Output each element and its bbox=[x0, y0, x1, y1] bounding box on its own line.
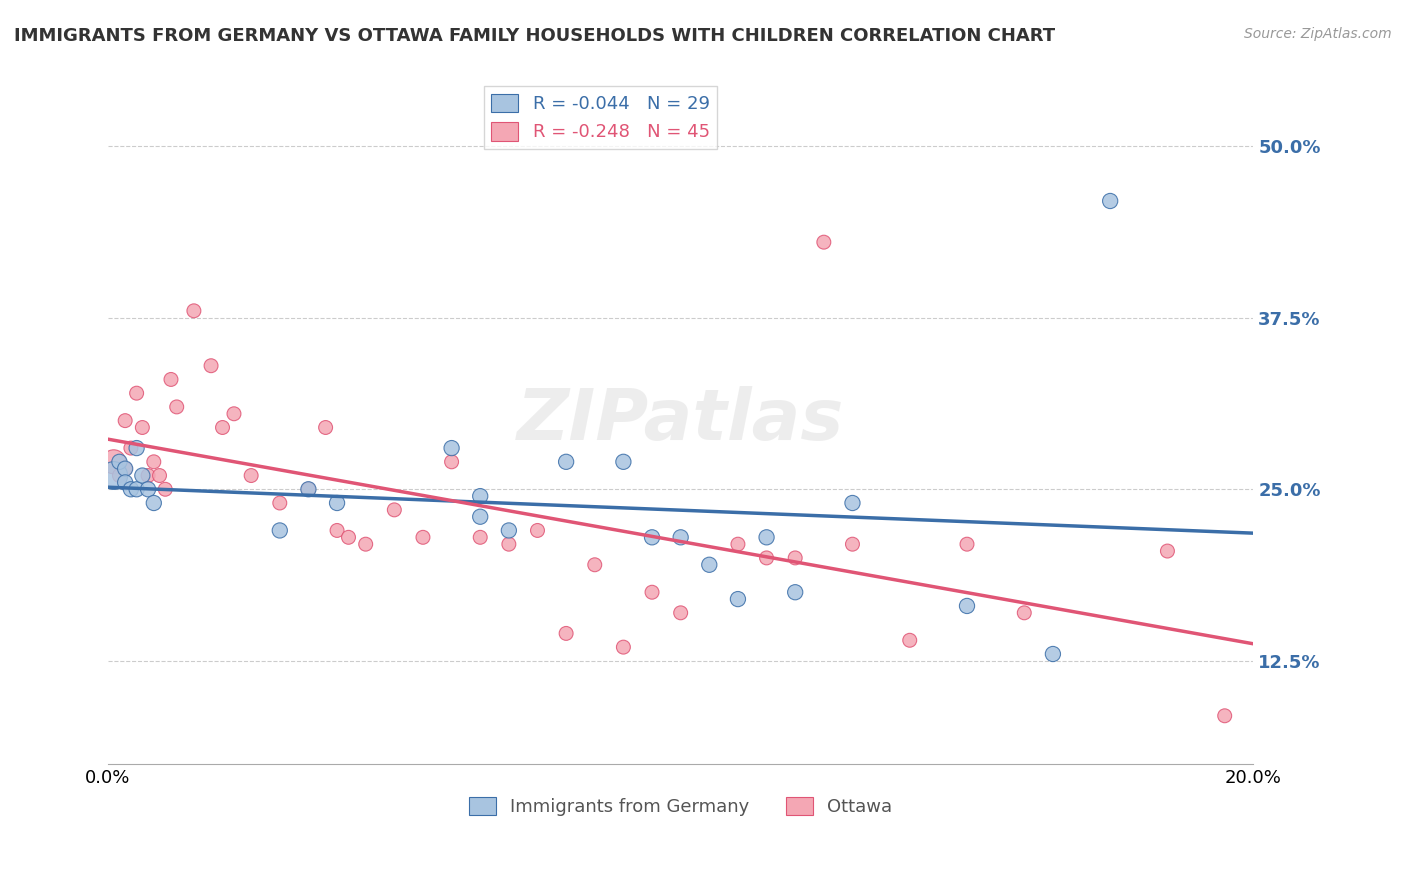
Point bbox=[354, 537, 377, 551]
Point bbox=[440, 455, 463, 469]
Point bbox=[755, 550, 778, 565]
Point bbox=[155, 483, 177, 497]
Point bbox=[114, 475, 136, 490]
Legend: Immigrants from Germany, Ottawa: Immigrants from Germany, Ottawa bbox=[461, 789, 900, 823]
Point bbox=[125, 386, 148, 401]
Point bbox=[148, 468, 170, 483]
Point bbox=[641, 530, 664, 544]
Point bbox=[136, 468, 159, 483]
Text: ZIPatlas: ZIPatlas bbox=[517, 386, 845, 455]
Point bbox=[103, 455, 125, 469]
Point bbox=[108, 468, 131, 483]
Point bbox=[440, 441, 463, 455]
Point bbox=[131, 420, 153, 434]
Point bbox=[555, 626, 578, 640]
Point bbox=[697, 558, 720, 572]
Point bbox=[727, 537, 749, 551]
Point bbox=[114, 461, 136, 475]
Point bbox=[841, 537, 863, 551]
Point bbox=[114, 461, 136, 475]
Point bbox=[269, 496, 291, 510]
Point bbox=[470, 489, 492, 503]
Text: IMMIGRANTS FROM GERMANY VS OTTAWA FAMILY HOUSEHOLDS WITH CHILDREN CORRELATION CH: IMMIGRANTS FROM GERMANY VS OTTAWA FAMILY… bbox=[14, 27, 1054, 45]
Point bbox=[142, 496, 165, 510]
Point bbox=[612, 455, 634, 469]
Point bbox=[114, 414, 136, 428]
Point bbox=[555, 455, 578, 469]
Point bbox=[956, 537, 979, 551]
Point bbox=[125, 483, 148, 497]
Text: Source: ZipAtlas.com: Source: ZipAtlas.com bbox=[1244, 27, 1392, 41]
Point bbox=[841, 496, 863, 510]
Point bbox=[498, 537, 520, 551]
Point bbox=[142, 455, 165, 469]
Point bbox=[1099, 194, 1122, 208]
Point bbox=[583, 558, 606, 572]
Point bbox=[200, 359, 222, 373]
Point bbox=[382, 503, 405, 517]
Point bbox=[641, 585, 664, 599]
Point bbox=[755, 530, 778, 544]
Point bbox=[136, 483, 159, 497]
Point bbox=[131, 468, 153, 483]
Point bbox=[785, 550, 807, 565]
Point bbox=[526, 524, 548, 538]
Point bbox=[669, 606, 692, 620]
Point bbox=[240, 468, 263, 483]
Point bbox=[337, 530, 360, 544]
Point bbox=[160, 372, 183, 386]
Point bbox=[211, 420, 233, 434]
Point bbox=[297, 483, 319, 497]
Point bbox=[813, 235, 835, 249]
Point bbox=[125, 441, 148, 455]
Point bbox=[412, 530, 434, 544]
Point bbox=[166, 400, 188, 414]
Point bbox=[956, 599, 979, 613]
Point bbox=[108, 455, 131, 469]
Point bbox=[1213, 708, 1236, 723]
Point bbox=[297, 483, 319, 497]
Point bbox=[326, 524, 349, 538]
Point bbox=[1156, 544, 1178, 558]
Point bbox=[498, 524, 520, 538]
Point bbox=[1042, 647, 1064, 661]
Point bbox=[470, 509, 492, 524]
Point bbox=[103, 468, 125, 483]
Point bbox=[470, 530, 492, 544]
Point bbox=[785, 585, 807, 599]
Point bbox=[898, 633, 921, 648]
Point bbox=[120, 441, 142, 455]
Point bbox=[315, 420, 337, 434]
Point bbox=[269, 524, 291, 538]
Point bbox=[1012, 606, 1035, 620]
Point bbox=[120, 483, 142, 497]
Point bbox=[727, 592, 749, 607]
Point bbox=[222, 407, 245, 421]
Point bbox=[183, 303, 205, 318]
Point bbox=[612, 640, 634, 654]
Point bbox=[669, 530, 692, 544]
Point bbox=[326, 496, 349, 510]
